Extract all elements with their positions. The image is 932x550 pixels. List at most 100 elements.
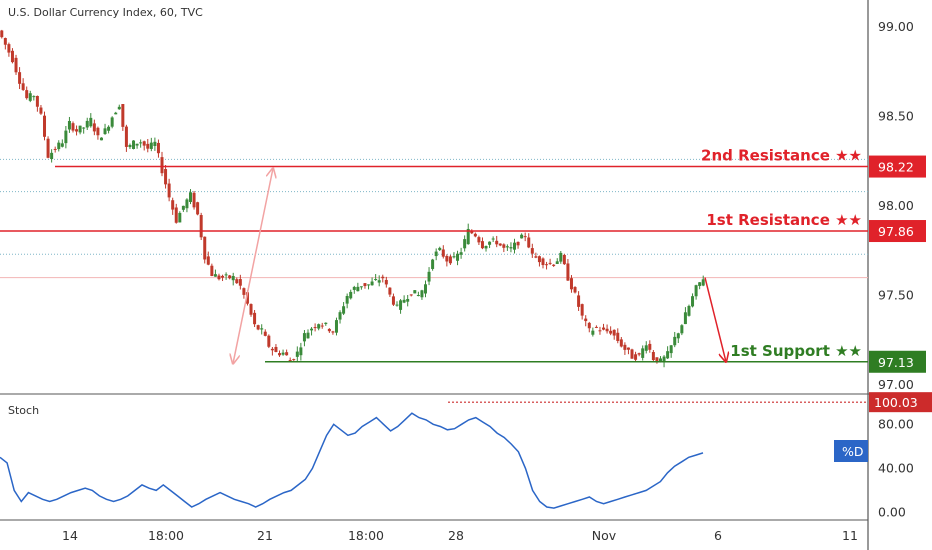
- candle-body: [470, 231, 474, 234]
- candle-body: [192, 192, 196, 208]
- candle-body: [35, 95, 39, 107]
- candle-body: [349, 291, 353, 299]
- level-price-value: 98.22: [878, 160, 914, 175]
- arrows-group: [233, 168, 726, 363]
- candle-body: [605, 328, 609, 332]
- candle-body: [523, 236, 527, 238]
- candle-body: [324, 322, 328, 324]
- candle-body: [85, 120, 89, 128]
- candle-body: [231, 275, 235, 281]
- price-ticks-group: 99.00 98.50 98.00 97.50 97.00: [878, 19, 914, 392]
- candle-body: [242, 288, 246, 295]
- candle-body: [199, 215, 203, 238]
- candle-body: [541, 258, 545, 266]
- level-label: 2nd Resistance ★★: [701, 147, 862, 165]
- candle-body: [221, 275, 225, 278]
- candle-body: [267, 335, 271, 347]
- candle-body: [676, 333, 680, 339]
- candle-body: [591, 330, 595, 335]
- candle-body: [434, 251, 438, 257]
- level-price-badge: [869, 220, 926, 243]
- candle-body: [213, 274, 217, 277]
- price-tick-label: 97.50: [878, 288, 914, 303]
- candle-body: [160, 157, 164, 174]
- candle-body: [356, 286, 360, 292]
- candle-body: [110, 117, 114, 127]
- candle-body: [121, 104, 125, 127]
- candle-body: [249, 304, 253, 315]
- candle-body: [60, 143, 64, 147]
- candle-body: [39, 107, 43, 114]
- candle-body: [683, 312, 687, 325]
- measure-arrow: [233, 168, 273, 363]
- candle-body: [124, 126, 128, 147]
- candle-body: [491, 238, 495, 240]
- level-price-badge: [869, 350, 926, 373]
- candle-body: [662, 356, 666, 362]
- candle-body: [299, 347, 303, 356]
- candle-body: [295, 351, 299, 357]
- candle-body: [534, 256, 538, 258]
- candle-body: [530, 248, 534, 254]
- time-tick-label: 18:00: [348, 528, 384, 543]
- candle-body: [466, 228, 470, 245]
- candle-body: [480, 241, 484, 249]
- candle-body: [128, 144, 132, 148]
- candle-body: [545, 264, 549, 266]
- projection-arrow: [704, 277, 726, 362]
- time-tick-label: 14: [62, 528, 78, 543]
- candle-body: [548, 262, 552, 264]
- candle-body: [117, 106, 121, 110]
- candle-body: [196, 202, 200, 215]
- candle-body: [423, 284, 427, 294]
- candle-body: [488, 241, 492, 245]
- candle-body: [278, 353, 282, 356]
- candle-body: [292, 359, 296, 361]
- candle-body: [46, 138, 50, 158]
- candle-body: [0, 30, 4, 38]
- chart-title: U.S. Dollar Currency Index, 60, TVC: [8, 6, 203, 19]
- candle-body: [395, 304, 399, 306]
- stoch-tick-label: 0.00: [878, 504, 906, 519]
- candle-body: [310, 328, 314, 331]
- candle-body: [391, 296, 395, 305]
- candle-body: [687, 305, 691, 316]
- candle-body: [555, 261, 559, 264]
- stoch-legend-badge: [834, 440, 868, 462]
- candle-body: [132, 140, 136, 149]
- candle-body: [580, 304, 584, 316]
- candle-body: [513, 242, 517, 250]
- candle-body: [694, 285, 698, 297]
- candle-body: [235, 279, 239, 284]
- stoch-tick-label: 80.00: [878, 416, 914, 431]
- candles-group: [0, 29, 705, 368]
- candle-body: [313, 327, 317, 329]
- candle-body: [666, 351, 670, 359]
- candle-body: [3, 38, 7, 45]
- candle-body: [602, 327, 606, 330]
- candle-body: [527, 237, 531, 248]
- candle-body: [477, 237, 481, 243]
- candle-body: [609, 330, 613, 334]
- candle-body: [420, 290, 424, 298]
- candle-body: [188, 192, 192, 202]
- candle-body: [203, 236, 207, 260]
- candle-body: [587, 322, 591, 329]
- candle-body: [509, 247, 513, 249]
- candle-body: [502, 244, 506, 248]
- candle-body: [484, 245, 488, 249]
- candle-body: [14, 57, 18, 73]
- candle-body: [57, 142, 61, 150]
- candle-body: [352, 286, 356, 290]
- candle-body: [427, 271, 431, 282]
- candle-body: [619, 339, 623, 347]
- price-tick-label: 98.00: [878, 198, 914, 213]
- candle-body: [263, 331, 267, 336]
- candle-body: [75, 129, 79, 132]
- time-tick-label: 28: [448, 528, 464, 543]
- candle-body: [377, 280, 381, 283]
- candle-body: [171, 200, 175, 210]
- time-tick-label: Nov: [592, 528, 617, 543]
- candle-body: [10, 50, 14, 63]
